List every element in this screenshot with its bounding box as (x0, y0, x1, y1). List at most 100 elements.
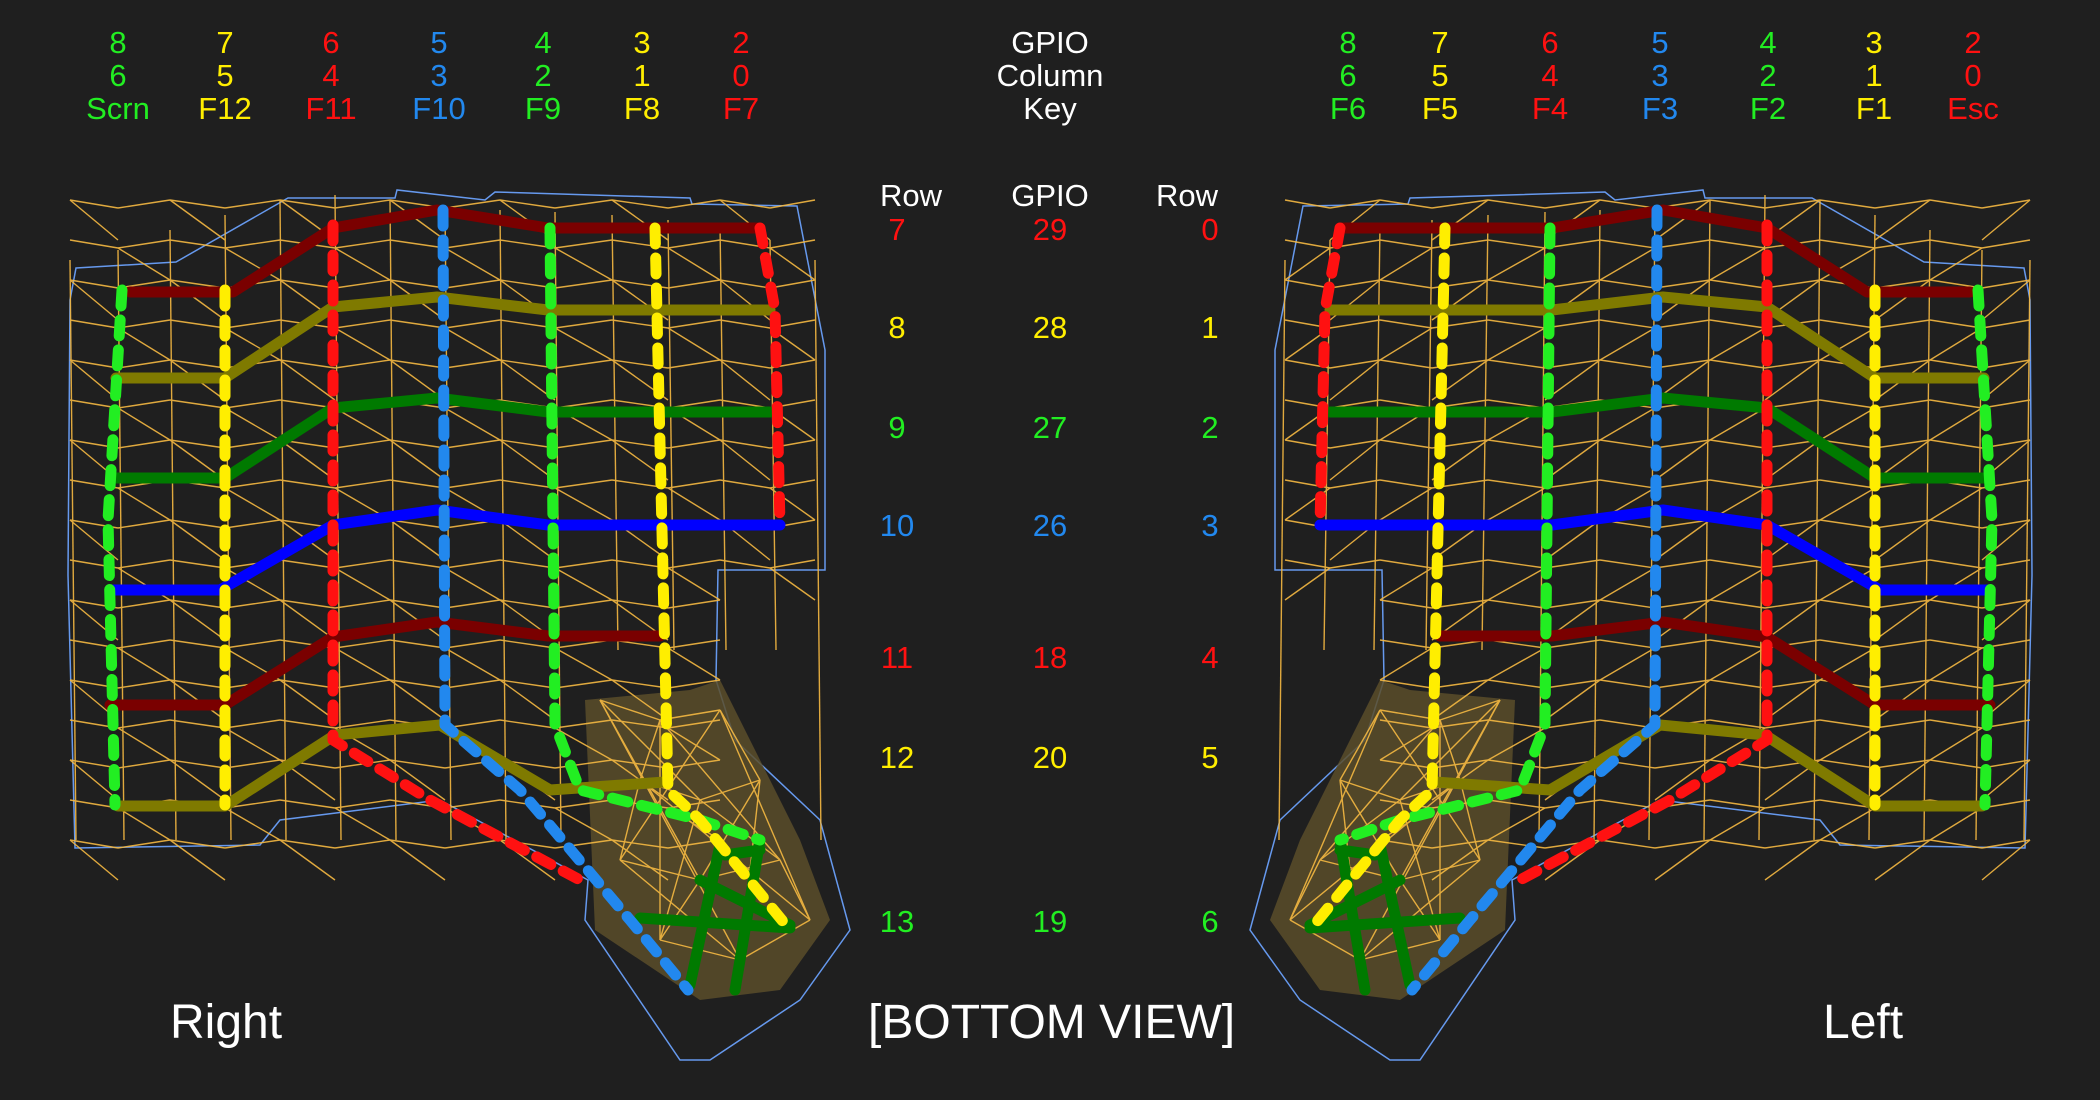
mesh-line (279, 359, 336, 369)
mesh-line (1487, 759, 1546, 769)
mesh-line (667, 319, 721, 329)
mesh-line (719, 359, 771, 369)
mesh-line (1593, 209, 1601, 841)
mesh-line (611, 759, 669, 769)
right-col-gpio-2: 6 (322, 25, 340, 60)
mesh-line (1874, 599, 1931, 641)
mesh-line (1599, 407, 1656, 441)
mesh-line (1431, 679, 1489, 721)
mesh-line (1709, 839, 1766, 849)
mesh-line (1819, 479, 1876, 489)
mesh-line (769, 567, 816, 601)
mesh-line (554, 359, 613, 369)
mesh-line (1431, 599, 1489, 609)
mesh-line (169, 599, 226, 641)
mesh-line (769, 247, 816, 281)
mesh-line (554, 319, 613, 329)
mesh-line (554, 199, 613, 209)
left-col-key-1: F5 (1421, 91, 1459, 126)
mesh-line (667, 719, 721, 729)
mesh-line (739, 919, 811, 961)
mesh-line (1599, 839, 1656, 849)
mesh-line (619, 859, 701, 881)
mesh-line (1487, 327, 1546, 361)
mesh-line (1819, 239, 1876, 249)
mesh-line (1654, 279, 1711, 289)
mesh-line (1819, 759, 1876, 769)
right-column-traces (102, 204, 796, 996)
mesh-line (1654, 239, 1711, 249)
mesh-line (719, 559, 771, 569)
mesh-line (1487, 567, 1546, 601)
mesh-line (1379, 567, 1433, 601)
mesh-line (1329, 199, 1381, 209)
mesh-line (1874, 719, 1931, 729)
mesh-line (1981, 359, 2031, 401)
mesh-line (334, 279, 391, 289)
mesh-line (1431, 199, 1489, 209)
mesh-line (554, 487, 613, 521)
mesh-line (1379, 279, 1433, 289)
mesh-line (117, 319, 171, 329)
mesh-line (389, 639, 446, 649)
mesh-line (699, 779, 761, 801)
mesh-line (1654, 519, 1711, 529)
mesh-line (611, 599, 669, 609)
mesh-line (1379, 679, 1433, 689)
mesh-line (1487, 559, 1546, 569)
mesh-line (1289, 709, 1381, 921)
mesh-line (1487, 439, 1546, 449)
mesh-line (719, 224, 727, 651)
mesh-line (499, 719, 556, 729)
mesh-line (444, 359, 501, 369)
mesh-line (1487, 647, 1546, 681)
mesh-line (1764, 599, 1821, 609)
mesh-line (1764, 279, 1821, 289)
mesh-line (1709, 719, 1766, 729)
mesh-line (554, 439, 613, 449)
mesh-line (1981, 199, 2031, 209)
mesh-line (1929, 399, 1983, 409)
mesh-line (1874, 839, 1931, 881)
mesh-line (279, 839, 336, 849)
mesh-line (117, 599, 171, 609)
row-table-left-4: 11 (880, 640, 914, 675)
mesh-line (69, 399, 119, 409)
mesh-line (1599, 479, 1656, 489)
mesh-line (1487, 799, 1546, 809)
mesh-line (279, 839, 336, 881)
mesh-line (1764, 839, 1821, 849)
right-row-trace-4 (104, 616, 666, 711)
mesh-line (224, 247, 281, 281)
mesh-line (1439, 699, 1501, 721)
right-mesh (69, 194, 822, 961)
mesh-line (1329, 559, 1381, 569)
row-table-right-0: 0 (1201, 212, 1219, 247)
mesh-line (444, 439, 501, 449)
mesh-line (69, 259, 77, 841)
mesh-line (1874, 759, 1931, 769)
mesh-line (1981, 239, 2031, 249)
mesh-line (1284, 239, 1331, 249)
mesh-line (224, 727, 281, 761)
mesh-line (1379, 199, 1433, 209)
mesh-line (444, 567, 501, 601)
mesh-line (334, 199, 391, 209)
mesh-line (499, 599, 556, 609)
mesh-line (1874, 839, 1931, 849)
mesh-line (117, 327, 171, 361)
right-col-column-1: 5 (216, 58, 234, 93)
mesh-line (1709, 807, 1766, 841)
row-table-gpio-1: 28 (1032, 310, 1068, 345)
mesh-line (1929, 639, 1983, 649)
mesh-line (2023, 259, 2031, 841)
mesh-line (389, 279, 446, 289)
mesh-line (224, 239, 281, 249)
mesh-line (1709, 559, 1766, 569)
right-column-trace-6 (754, 222, 786, 531)
mesh-line (279, 719, 336, 729)
mesh-line (1929, 487, 1983, 521)
mesh-line (611, 839, 669, 849)
mesh-line (1654, 199, 1711, 241)
mesh-line (1819, 639, 1876, 649)
